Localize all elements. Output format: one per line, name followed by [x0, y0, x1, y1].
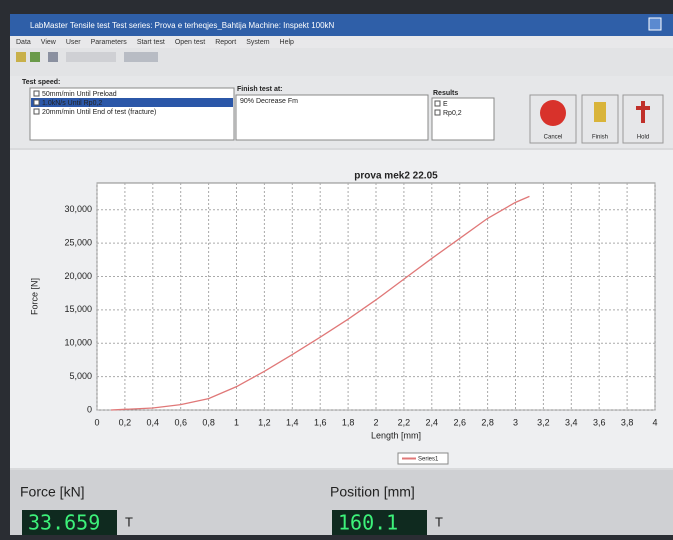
- finish-icon: [594, 102, 606, 122]
- menu-item[interactable]: Start test: [137, 39, 165, 46]
- readout-unit: T: [125, 514, 133, 529]
- tool-icon[interactable]: [30, 52, 40, 62]
- speed-item[interactable]: 50mm/min Until Preload: [42, 91, 117, 98]
- x-tick-label: 3: [513, 417, 518, 427]
- readout-label: Position [mm]: [330, 484, 415, 500]
- menu-item[interactable]: Parameters: [91, 39, 128, 46]
- x-tick-label: 2,8: [481, 417, 494, 427]
- y-tick-label: 5,000: [69, 371, 92, 381]
- readout-unit: T: [435, 514, 443, 529]
- legend-label: Series1: [418, 457, 439, 463]
- tool-icon[interactable]: [66, 52, 116, 62]
- speed-item[interactable]: 1.0kN/s Until Rp0,2: [42, 100, 102, 107]
- screen: LabMaster Tensile test Test series: Prov…: [0, 0, 673, 535]
- checkbox[interactable]: [435, 101, 440, 106]
- test-speed-label: Test speed:: [22, 79, 60, 86]
- checkbox[interactable]: [34, 100, 39, 105]
- y-tick-label: 10,000: [64, 338, 92, 348]
- finish-label: Finish test at:: [237, 86, 283, 93]
- menu-item[interactable]: Report: [215, 39, 236, 46]
- x-tick-label: 3,2: [537, 417, 550, 427]
- finish-value: 90% Decrease Fm: [240, 98, 298, 105]
- checkbox[interactable]: [435, 110, 440, 115]
- page: {"window": {"title": "LabMaster Tensile …: [0, 0, 673, 535]
- tool-icon[interactable]: [124, 52, 158, 62]
- x-tick-label: 0,2: [119, 417, 132, 427]
- toolbar-icons: [16, 52, 158, 62]
- readout-value: 33.659: [28, 511, 100, 535]
- menu-item[interactable]: View: [41, 39, 57, 46]
- y-tick-label: 20,000: [64, 271, 92, 281]
- x-tick-label: 0: [94, 417, 99, 427]
- menu-item[interactable]: Open test: [175, 39, 205, 46]
- y-axis-label: Force [N]: [29, 278, 39, 315]
- x-tick-label: 2,2: [398, 417, 411, 427]
- x-tick-label: 4: [652, 417, 657, 427]
- speed-item[interactable]: 20mm/min Until End of test (fracture): [42, 109, 156, 116]
- x-axis-label: Length [mm]: [371, 430, 421, 440]
- window-title: LabMaster Tensile test Test series: Prov…: [30, 21, 335, 30]
- x-tick-label: 1: [234, 417, 239, 427]
- results-box: [432, 98, 494, 140]
- result-item[interactable]: E: [443, 101, 448, 108]
- x-tick-label: 2: [373, 417, 378, 427]
- x-tick-label: 2,6: [453, 417, 466, 427]
- readout-label: Force [kN]: [20, 484, 85, 500]
- menu-item[interactable]: User: [66, 39, 81, 46]
- x-tick-label: 2,4: [426, 417, 439, 427]
- menu-item[interactable]: System: [246, 39, 270, 46]
- button-label[interactable]: Hold: [637, 135, 649, 141]
- x-tick-label: 1,8: [342, 417, 355, 427]
- x-tick-label: 1,2: [258, 417, 271, 427]
- checkbox[interactable]: [34, 109, 39, 114]
- y-tick-label: 30,000: [64, 204, 92, 214]
- chart-title: prova mek2 22.05: [354, 171, 438, 182]
- stop-icon: [540, 100, 566, 126]
- menu-item[interactable]: Data: [16, 39, 31, 46]
- x-tick-label: 1,4: [286, 417, 299, 427]
- tool-icon[interactable]: [16, 52, 26, 62]
- tool-icon[interactable]: [48, 52, 58, 62]
- menu-item[interactable]: Help: [280, 39, 295, 46]
- checkbox[interactable]: [34, 91, 39, 96]
- x-tick-label: 3,4: [565, 417, 578, 427]
- window-button[interactable]: [649, 18, 661, 30]
- x-tick-label: 0,8: [202, 417, 215, 427]
- readout-value: 160.1: [338, 511, 398, 535]
- x-tick-label: 0,4: [147, 417, 160, 427]
- result-item[interactable]: Rp0,2: [443, 110, 462, 117]
- button-label[interactable]: Finish: [592, 135, 608, 141]
- y-tick-label: 0: [87, 404, 92, 414]
- x-tick-label: 0,6: [174, 417, 187, 427]
- x-tick-label: 3,6: [593, 417, 606, 427]
- results-label: Results: [433, 90, 458, 97]
- y-tick-label: 15,000: [64, 304, 92, 314]
- y-tick-label: 25,000: [64, 237, 92, 247]
- x-tick-label: 1,6: [314, 417, 327, 427]
- x-tick-label: 3,8: [621, 417, 634, 427]
- button-label[interactable]: Cancel: [544, 135, 563, 141]
